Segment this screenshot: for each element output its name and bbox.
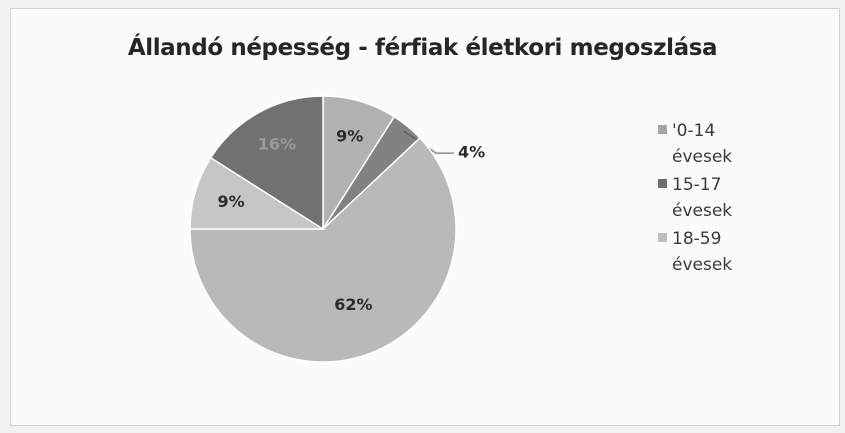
legend-label: 18-59 évesek	[672, 229, 733, 275]
slice-label: 16%	[258, 135, 296, 154]
slice-label: 9%	[336, 127, 363, 146]
legend-item: 15-17 évesek	[658, 172, 778, 224]
slice-label: 62%	[334, 295, 372, 314]
legend-swatch	[658, 125, 667, 134]
legend-swatch	[658, 179, 667, 188]
leader-line	[403, 130, 454, 154]
slice-label: 4%	[458, 143, 485, 162]
legend-label: '0-14 évesek	[672, 121, 733, 167]
legend-label: 15-17 évesek	[672, 175, 733, 221]
chart-title: Állandó népesség - férfiak életkori mego…	[127, 35, 718, 61]
pie-slice	[189, 136, 457, 363]
pie-slice	[209, 95, 324, 231]
legend-swatch	[658, 233, 667, 242]
legend-item: '0-14 évesek	[658, 118, 778, 170]
legend-item: 18-59 évesek	[658, 226, 778, 278]
slice-label: 9%	[217, 192, 244, 211]
legend: '0-14 évesek 15-17 évesek 18-59 évesek	[658, 118, 778, 280]
